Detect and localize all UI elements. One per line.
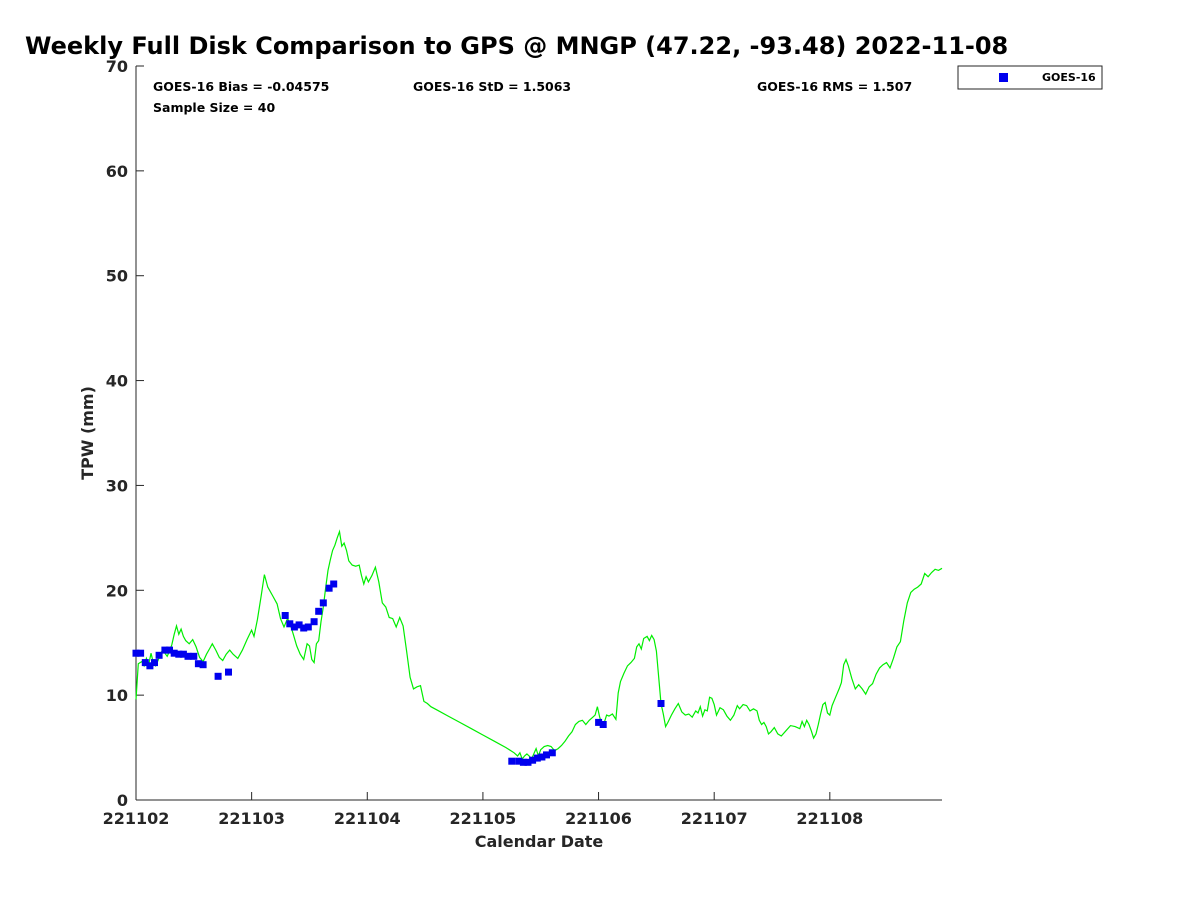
y-tick-label: 0: [117, 791, 128, 810]
x-tick-label: 221104: [334, 809, 401, 828]
stat-bias: GOES-16 Bias = -0.04575: [153, 79, 329, 94]
goes16-point: [225, 668, 232, 676]
series-layer: [132, 529, 943, 766]
goes16-point: [595, 718, 603, 726]
goes16-point: [161, 646, 169, 654]
y-tick-label: 60: [106, 162, 128, 181]
chart-title: Weekly Full Disk Comparison to GPS @ MNG…: [25, 32, 1008, 60]
goes16-point: [533, 754, 541, 762]
legend-box: [957, 65, 1103, 90]
goes16-point: [141, 659, 149, 667]
x-tick-label: 221102: [103, 809, 170, 828]
y-tick-label: 40: [106, 372, 128, 391]
goes16-point: [290, 623, 298, 631]
y-tick-label: 50: [106, 267, 128, 286]
goes16-point: [315, 607, 323, 615]
goes16-point: [515, 757, 523, 765]
goes16-point: [286, 620, 294, 628]
legend-marker-goes16: [999, 73, 1008, 82]
goes16-point: [281, 612, 289, 619]
x-tick-label: 221106: [565, 809, 632, 828]
goes16-point: [166, 646, 173, 654]
y-tick-label: 10: [106, 686, 128, 705]
goes16-point: [214, 672, 222, 680]
goes16-point: [179, 650, 187, 658]
goes16-point: [519, 758, 527, 766]
stat-rms: GOES-16 RMS = 1.507: [757, 79, 912, 94]
goes16-point: [543, 751, 550, 759]
stat-sample-size: Sample Size = 40: [153, 100, 275, 115]
goes16-point: [151, 659, 158, 667]
y-axis-label: TPW (mm): [78, 386, 97, 480]
x-axis-label: Calendar Date: [475, 832, 604, 851]
goes16-point: [548, 749, 556, 757]
goes16-point: [175, 650, 183, 658]
x-tick-label: 221103: [218, 809, 285, 828]
goes16-point: [194, 660, 202, 668]
x-tick-label: 221105: [450, 809, 517, 828]
goes16-point: [508, 757, 516, 765]
goes16-point: [538, 753, 546, 761]
goes16-point: [599, 721, 607, 728]
goes16-point: [184, 652, 192, 660]
y-tick-label: 30: [106, 476, 128, 495]
y-axis-ticks: 0 10 20 30 40 50 60 70: [106, 57, 144, 810]
stat-std: GOES-16 StD = 1.5063: [413, 79, 571, 94]
goes16-point: [132, 649, 140, 657]
legend-label-goes16: GOES-16: [1042, 71, 1096, 84]
goes16-point: [170, 649, 178, 657]
legend: GOES-16: [957, 65, 1103, 90]
goes16-point: [146, 662, 154, 670]
goes16-point: [319, 599, 327, 607]
series-line-gps: [135, 529, 943, 761]
goes16-point: [657, 700, 665, 707]
y-tick-label: 70: [106, 57, 128, 76]
plot-area: 0 10 20 30 40 50 60 70 221102 221103 221104 221105…: [103, 57, 943, 828]
x-tick-label: 221107: [681, 809, 748, 828]
goes16-point: [190, 652, 198, 660]
goes16-point: [295, 621, 303, 629]
goes16-point: [304, 623, 312, 631]
goes16-point: [325, 584, 333, 592]
y-tick-label: 20: [106, 581, 128, 600]
goes16-point: [300, 624, 308, 632]
x-tick-label: 221108: [796, 809, 863, 828]
plot-background: [136, 66, 942, 800]
goes16-point: [330, 580, 338, 588]
goes16-point: [524, 758, 532, 766]
goes16-point: [199, 661, 207, 669]
goes16-point: [310, 618, 318, 626]
goes16-point: [155, 651, 163, 659]
goes16-point: [529, 756, 537, 764]
x-axis-ticks: 221102 221103 221104 221105 221106 221107 2211…: [103, 792, 863, 828]
goes16-point: [137, 649, 145, 657]
